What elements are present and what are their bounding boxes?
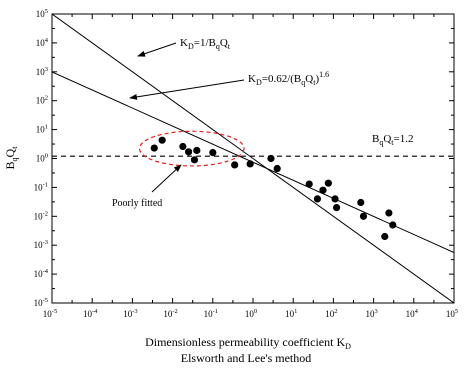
poorly-fitted-ellipse	[138, 130, 245, 167]
y-tick-label: 103	[36, 66, 48, 77]
data-point	[359, 212, 368, 220]
data-point	[246, 160, 254, 168]
method-subtitle: Elsworth and Lee's method	[181, 351, 311, 365]
y-tick-label: 10-2	[34, 210, 48, 221]
data-point	[158, 136, 166, 144]
x-tick-label: 10-1	[204, 308, 218, 319]
line2-label: KD=0.62/(BqQt)1.6	[248, 70, 329, 87]
data-point	[331, 195, 339, 203]
y-tick-label: 104	[36, 37, 49, 48]
data-point	[305, 180, 313, 188]
data-point	[385, 209, 393, 217]
poorly-fitted-arrow	[151, 164, 182, 193]
data-point	[267, 154, 275, 163]
data-points	[150, 136, 397, 241]
x-tick-label: 100	[245, 308, 257, 319]
data-point	[273, 164, 281, 173]
x-tick-label: 105	[446, 308, 458, 319]
x-tick-label: 10-2	[163, 308, 177, 319]
y-tick-label: 102	[36, 95, 48, 106]
y-axis-title: BqQt	[3, 146, 19, 170]
x-tick-label: 104	[406, 308, 419, 319]
annotations: KD=1/BqQt KD=0.62/(BqQt)1.6 BqQt=1.2 Poorly…	[112, 37, 414, 209]
data-point	[193, 146, 201, 155]
y-tick-label: 10-3	[34, 239, 48, 250]
y-tick-label: 105	[36, 8, 48, 19]
data-point	[332, 204, 341, 212]
x-tick-label: 10-3	[123, 308, 137, 319]
poorly-fitted-label: Poorly fitted	[112, 198, 162, 209]
x-tick-label: 10-5	[43, 308, 57, 319]
line2-arrow	[129, 79, 245, 100]
data-point	[179, 142, 187, 151]
y-tick-label: 101	[36, 124, 48, 135]
y-tick-label: 10-1	[34, 181, 48, 192]
x-axis-title: Dimensionless permeability coefficient K…	[145, 335, 351, 351]
data-point	[389, 221, 397, 229]
data-point	[209, 149, 217, 157]
x-tick-label: 101	[285, 308, 297, 319]
x-tick-label: 103	[365, 308, 377, 319]
data-point	[231, 161, 239, 169]
data-point	[319, 186, 327, 194]
y-tick-label: 10-5	[34, 297, 48, 308]
threshold-label: BqQt=1.2	[372, 133, 414, 147]
data-point	[324, 179, 332, 187]
data-point	[150, 144, 158, 152]
trend-lines	[52, 14, 454, 303]
trend-line-1	[52, 14, 454, 303]
data-point	[313, 195, 322, 203]
data-point	[184, 148, 193, 156]
x-tick-label: 102	[325, 308, 337, 319]
data-point	[190, 156, 199, 164]
x-tick-label: 10-4	[83, 308, 98, 319]
y-tick-label: 10-4	[34, 268, 49, 279]
line1-arrow	[137, 42, 177, 57]
line1-label: KD=1/BqQt	[180, 37, 231, 51]
plot-axes: 10-5 10-4 10-3 10-2 10-1 100 101 102 103 104 105 10…	[34, 8, 459, 319]
axis-labels: BqQt Dimensionless permeability coefficie…	[3, 146, 351, 365]
data-point	[381, 232, 389, 241]
data-point	[357, 198, 365, 207]
y-tick-label: 100	[36, 153, 48, 164]
